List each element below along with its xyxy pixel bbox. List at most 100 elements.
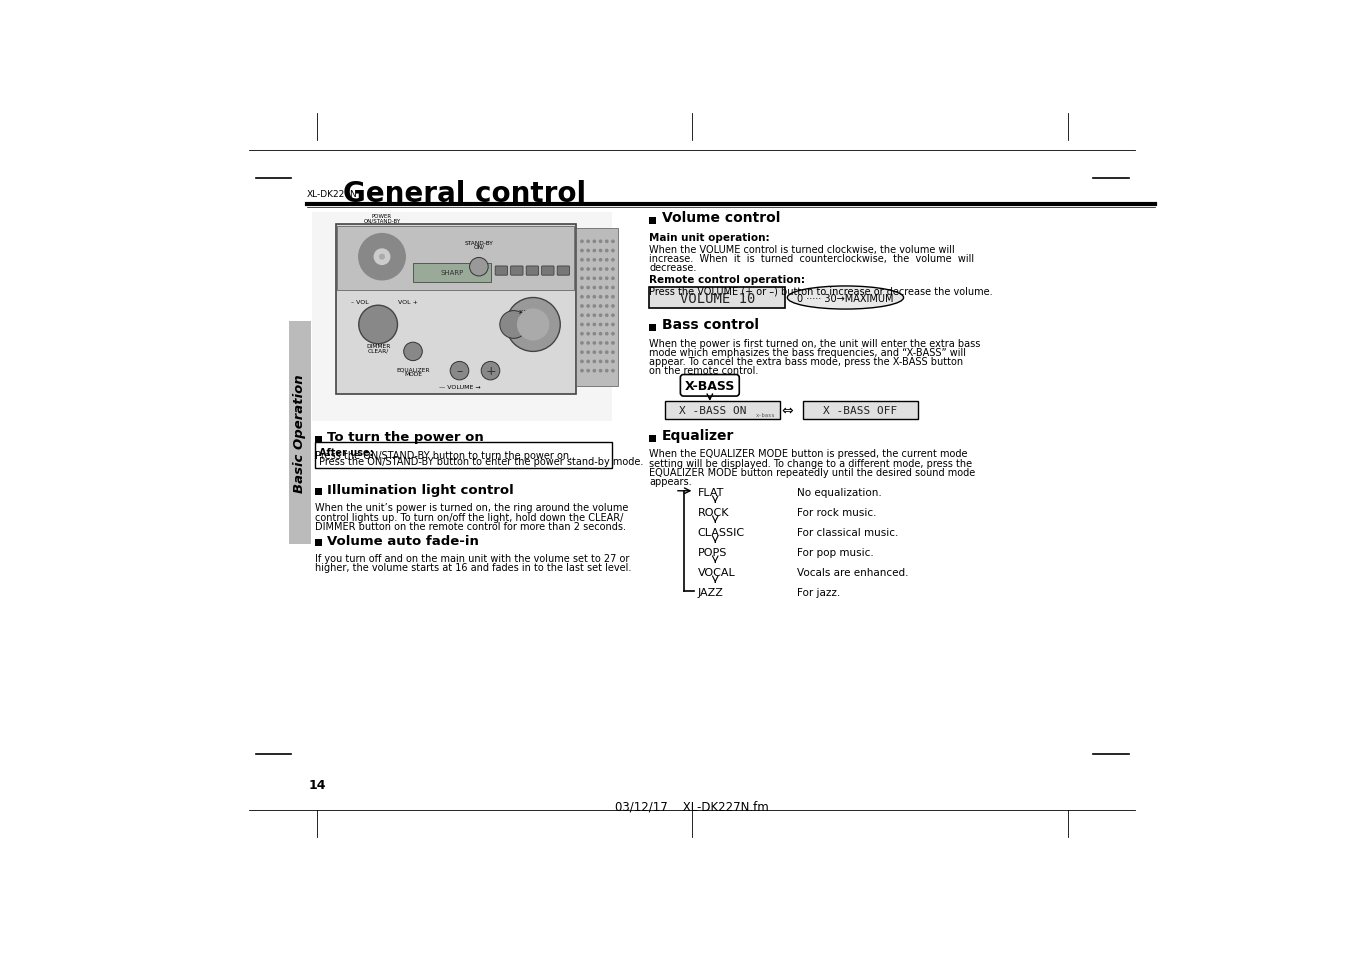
FancyBboxPatch shape [650, 288, 785, 309]
Circle shape [612, 278, 615, 280]
Text: /DEMO: /DEMO [519, 314, 539, 318]
Circle shape [581, 296, 584, 298]
Text: +: + [485, 365, 496, 377]
Text: JAZZ: JAZZ [697, 587, 723, 597]
Text: Press the ON/STAND-BY button to enter the power stand-by mode.: Press the ON/STAND-BY button to enter th… [319, 456, 643, 467]
Text: appears.: appears. [650, 476, 692, 487]
Circle shape [593, 324, 596, 326]
Text: EQUALIZER MODE button repeatedly until the desired sound mode: EQUALIZER MODE button repeatedly until t… [650, 467, 975, 477]
Text: control lights up. To turn on/off the light, hold down the CLEAR/: control lights up. To turn on/off the li… [315, 512, 623, 522]
Circle shape [605, 306, 608, 308]
Circle shape [581, 306, 584, 308]
Circle shape [593, 352, 596, 354]
Circle shape [605, 324, 608, 326]
Circle shape [600, 324, 601, 326]
Text: 0 ····· 30→MAXIMUM: 0 ····· 30→MAXIMUM [797, 294, 894, 303]
Text: Press the ON/STAND-BY button to turn the power on.: Press the ON/STAND-BY button to turn the… [315, 451, 571, 460]
Circle shape [593, 370, 596, 373]
Circle shape [605, 250, 608, 253]
Text: FLAT: FLAT [697, 487, 724, 497]
Text: appear. To cancel the extra bass mode, press the X-BASS button: appear. To cancel the extra bass mode, p… [650, 356, 963, 367]
Circle shape [600, 278, 601, 280]
Circle shape [612, 241, 615, 243]
FancyBboxPatch shape [526, 267, 539, 275]
Circle shape [586, 269, 589, 271]
Circle shape [380, 255, 384, 260]
Text: To turn the power on: To turn the power on [327, 431, 484, 444]
Circle shape [600, 259, 601, 262]
Circle shape [605, 278, 608, 280]
Text: on the remote control.: on the remote control. [650, 366, 759, 375]
Text: General control: General control [343, 179, 586, 208]
Circle shape [612, 296, 615, 298]
Text: MODE: MODE [404, 372, 422, 376]
Circle shape [612, 352, 615, 354]
Circle shape [586, 334, 589, 335]
Circle shape [581, 352, 584, 354]
Circle shape [612, 361, 615, 363]
FancyBboxPatch shape [681, 375, 739, 396]
Text: When the EQUALIZER MODE button is pressed, the current mode: When the EQUALIZER MODE button is presse… [650, 449, 967, 459]
Circle shape [593, 342, 596, 345]
Text: Vocals are enhanced.: Vocals are enhanced. [797, 567, 908, 577]
Circle shape [586, 324, 589, 326]
Circle shape [586, 278, 589, 280]
Text: – VOL: – VOL [351, 299, 369, 305]
Circle shape [593, 334, 596, 335]
Text: ON/STAND-BY: ON/STAND-BY [363, 218, 400, 223]
Text: ⇔: ⇔ [781, 403, 793, 417]
Text: ROCK: ROCK [697, 507, 730, 517]
Circle shape [593, 241, 596, 243]
Circle shape [586, 352, 589, 354]
Circle shape [404, 343, 423, 361]
Circle shape [600, 334, 601, 335]
Circle shape [600, 287, 601, 290]
Text: decrease.: decrease. [650, 263, 697, 273]
Text: 14: 14 [308, 779, 326, 791]
Circle shape [581, 250, 584, 253]
Text: Main unit operation:: Main unit operation: [650, 233, 770, 243]
FancyBboxPatch shape [576, 229, 619, 387]
Circle shape [600, 296, 601, 298]
Circle shape [605, 259, 608, 262]
FancyBboxPatch shape [650, 324, 657, 332]
Circle shape [500, 312, 528, 339]
Circle shape [470, 258, 488, 276]
Text: Bass control: Bass control [662, 318, 759, 332]
Circle shape [581, 269, 584, 271]
Text: — VOLUME →: — VOLUME → [439, 384, 481, 390]
Circle shape [359, 306, 397, 344]
Ellipse shape [788, 287, 904, 310]
Text: VOLUME 10: VOLUME 10 [680, 292, 755, 305]
Text: CLASSIC: CLASSIC [697, 527, 744, 537]
Circle shape [593, 269, 596, 271]
Circle shape [593, 361, 596, 363]
Circle shape [612, 334, 615, 335]
Text: VOCAL: VOCAL [697, 567, 735, 577]
FancyBboxPatch shape [289, 321, 311, 544]
FancyBboxPatch shape [802, 401, 917, 419]
Text: For pop music.: For pop music. [797, 547, 873, 557]
Text: X-BASS: X-BASS [685, 379, 735, 393]
Text: Volume control: Volume control [662, 212, 780, 225]
Circle shape [450, 362, 469, 380]
Text: X-BASS: X-BASS [519, 310, 540, 314]
Text: After use:: After use: [319, 447, 374, 457]
Circle shape [359, 234, 405, 280]
Circle shape [600, 314, 601, 317]
Text: EQUALIZER: EQUALIZER [396, 368, 430, 373]
Circle shape [605, 314, 608, 317]
Text: For jazz.: For jazz. [797, 587, 840, 597]
Text: VOL +: VOL + [397, 299, 417, 305]
Text: X -BASS ON: X -BASS ON [680, 406, 747, 416]
FancyBboxPatch shape [542, 267, 554, 275]
Circle shape [612, 259, 615, 262]
Text: Basic Operation: Basic Operation [293, 374, 307, 492]
Circle shape [612, 342, 615, 345]
Circle shape [586, 370, 589, 373]
Circle shape [581, 370, 584, 373]
Circle shape [586, 287, 589, 290]
FancyBboxPatch shape [315, 436, 322, 443]
Text: setting will be displayed. To change to a different mode, press the: setting will be displayed. To change to … [650, 458, 973, 468]
Circle shape [581, 259, 584, 262]
